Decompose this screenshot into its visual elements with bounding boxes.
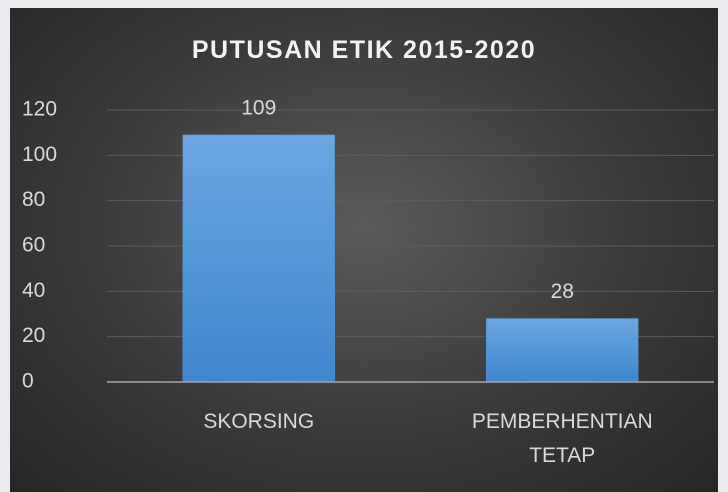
y-tick-label: 80 <box>22 188 45 211</box>
data-label: 28 <box>551 280 574 303</box>
data-label: 109 <box>241 96 276 119</box>
y-tick-label: 20 <box>22 324 45 347</box>
y-tick-label: 40 <box>22 279 45 302</box>
y-tick-label: 60 <box>22 234 45 257</box>
bar <box>486 318 639 383</box>
x-tick-label: PEMBERHENTIAN TETAP <box>471 410 653 467</box>
x-tick-label: SKORSING <box>203 410 315 433</box>
bar <box>182 134 335 383</box>
y-tick-label: 120 <box>22 98 57 121</box>
chart-title: PUTUSAN ETIK 2015-2020 <box>191 36 537 64</box>
y-tick-label: 100 <box>22 143 57 166</box>
chart: PUTUSAN ETIK 2015-2020 0 20 40 60 80 100 120 10… <box>10 8 718 492</box>
y-tick-label: 0 <box>22 370 34 393</box>
plot: 0 20 40 60 80 100 120 109 28 <box>22 96 714 393</box>
